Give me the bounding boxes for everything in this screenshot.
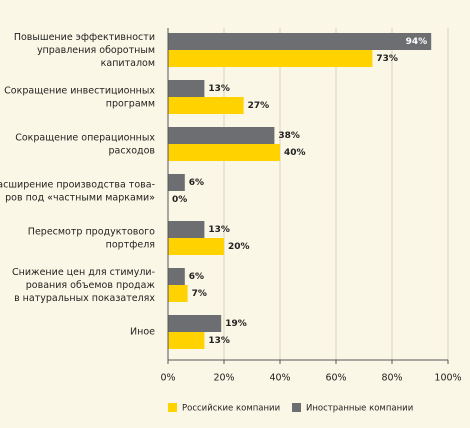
value-label: 73% (376, 54, 398, 64)
category-label: Сокращение операционных расходов (15, 132, 155, 156)
value-label: 40% (284, 148, 306, 158)
value-label: 0% (172, 195, 187, 205)
legend-swatch (292, 403, 301, 412)
bar (168, 285, 188, 302)
value-label: 27% (248, 101, 270, 111)
value-label: 13% (208, 336, 230, 346)
bar (168, 238, 224, 255)
value-label: 19% (225, 319, 247, 329)
category-label: Пересмотр продуктового портфеля (28, 226, 155, 250)
bar (168, 315, 222, 332)
category-label: Повышение эффективности управления оборот… (14, 32, 155, 69)
bar (168, 33, 432, 50)
legend-swatch (168, 403, 177, 412)
category-label: Расширение производства това-ров под «ча… (0, 179, 155, 203)
category-label: Иное (130, 327, 155, 338)
bar (168, 144, 280, 161)
x-tick-label: 100% (434, 373, 461, 384)
value-label: 38% (278, 131, 300, 141)
value-label: 20% (228, 242, 250, 252)
value-label: 13% (208, 84, 230, 94)
legend-label: Иностранные компании (306, 404, 413, 414)
legend-label: Российские компании (182, 404, 280, 414)
bar (168, 127, 275, 144)
bar (168, 50, 373, 67)
value-label: 6% (189, 178, 204, 188)
x-tick-label: 60% (325, 373, 346, 384)
x-tick-label: 0% (160, 373, 175, 384)
x-tick-label: 40% (269, 373, 290, 384)
category-label: Сокращение инвестиционных программ (4, 85, 155, 109)
bar (168, 332, 205, 349)
bar (168, 97, 244, 114)
value-label: 6% (189, 272, 204, 282)
x-tick-label: 20% (213, 373, 234, 384)
category-label: Снижение цен для стимули-рования объемов… (12, 267, 155, 304)
bar (168, 221, 205, 238)
bar (168, 174, 185, 191)
value-label: 94% (406, 37, 428, 47)
value-label: 13% (208, 225, 230, 235)
bar (168, 80, 205, 97)
x-tick-label: 80% (381, 373, 402, 384)
value-label: 7% (192, 289, 207, 299)
bar (168, 268, 185, 285)
